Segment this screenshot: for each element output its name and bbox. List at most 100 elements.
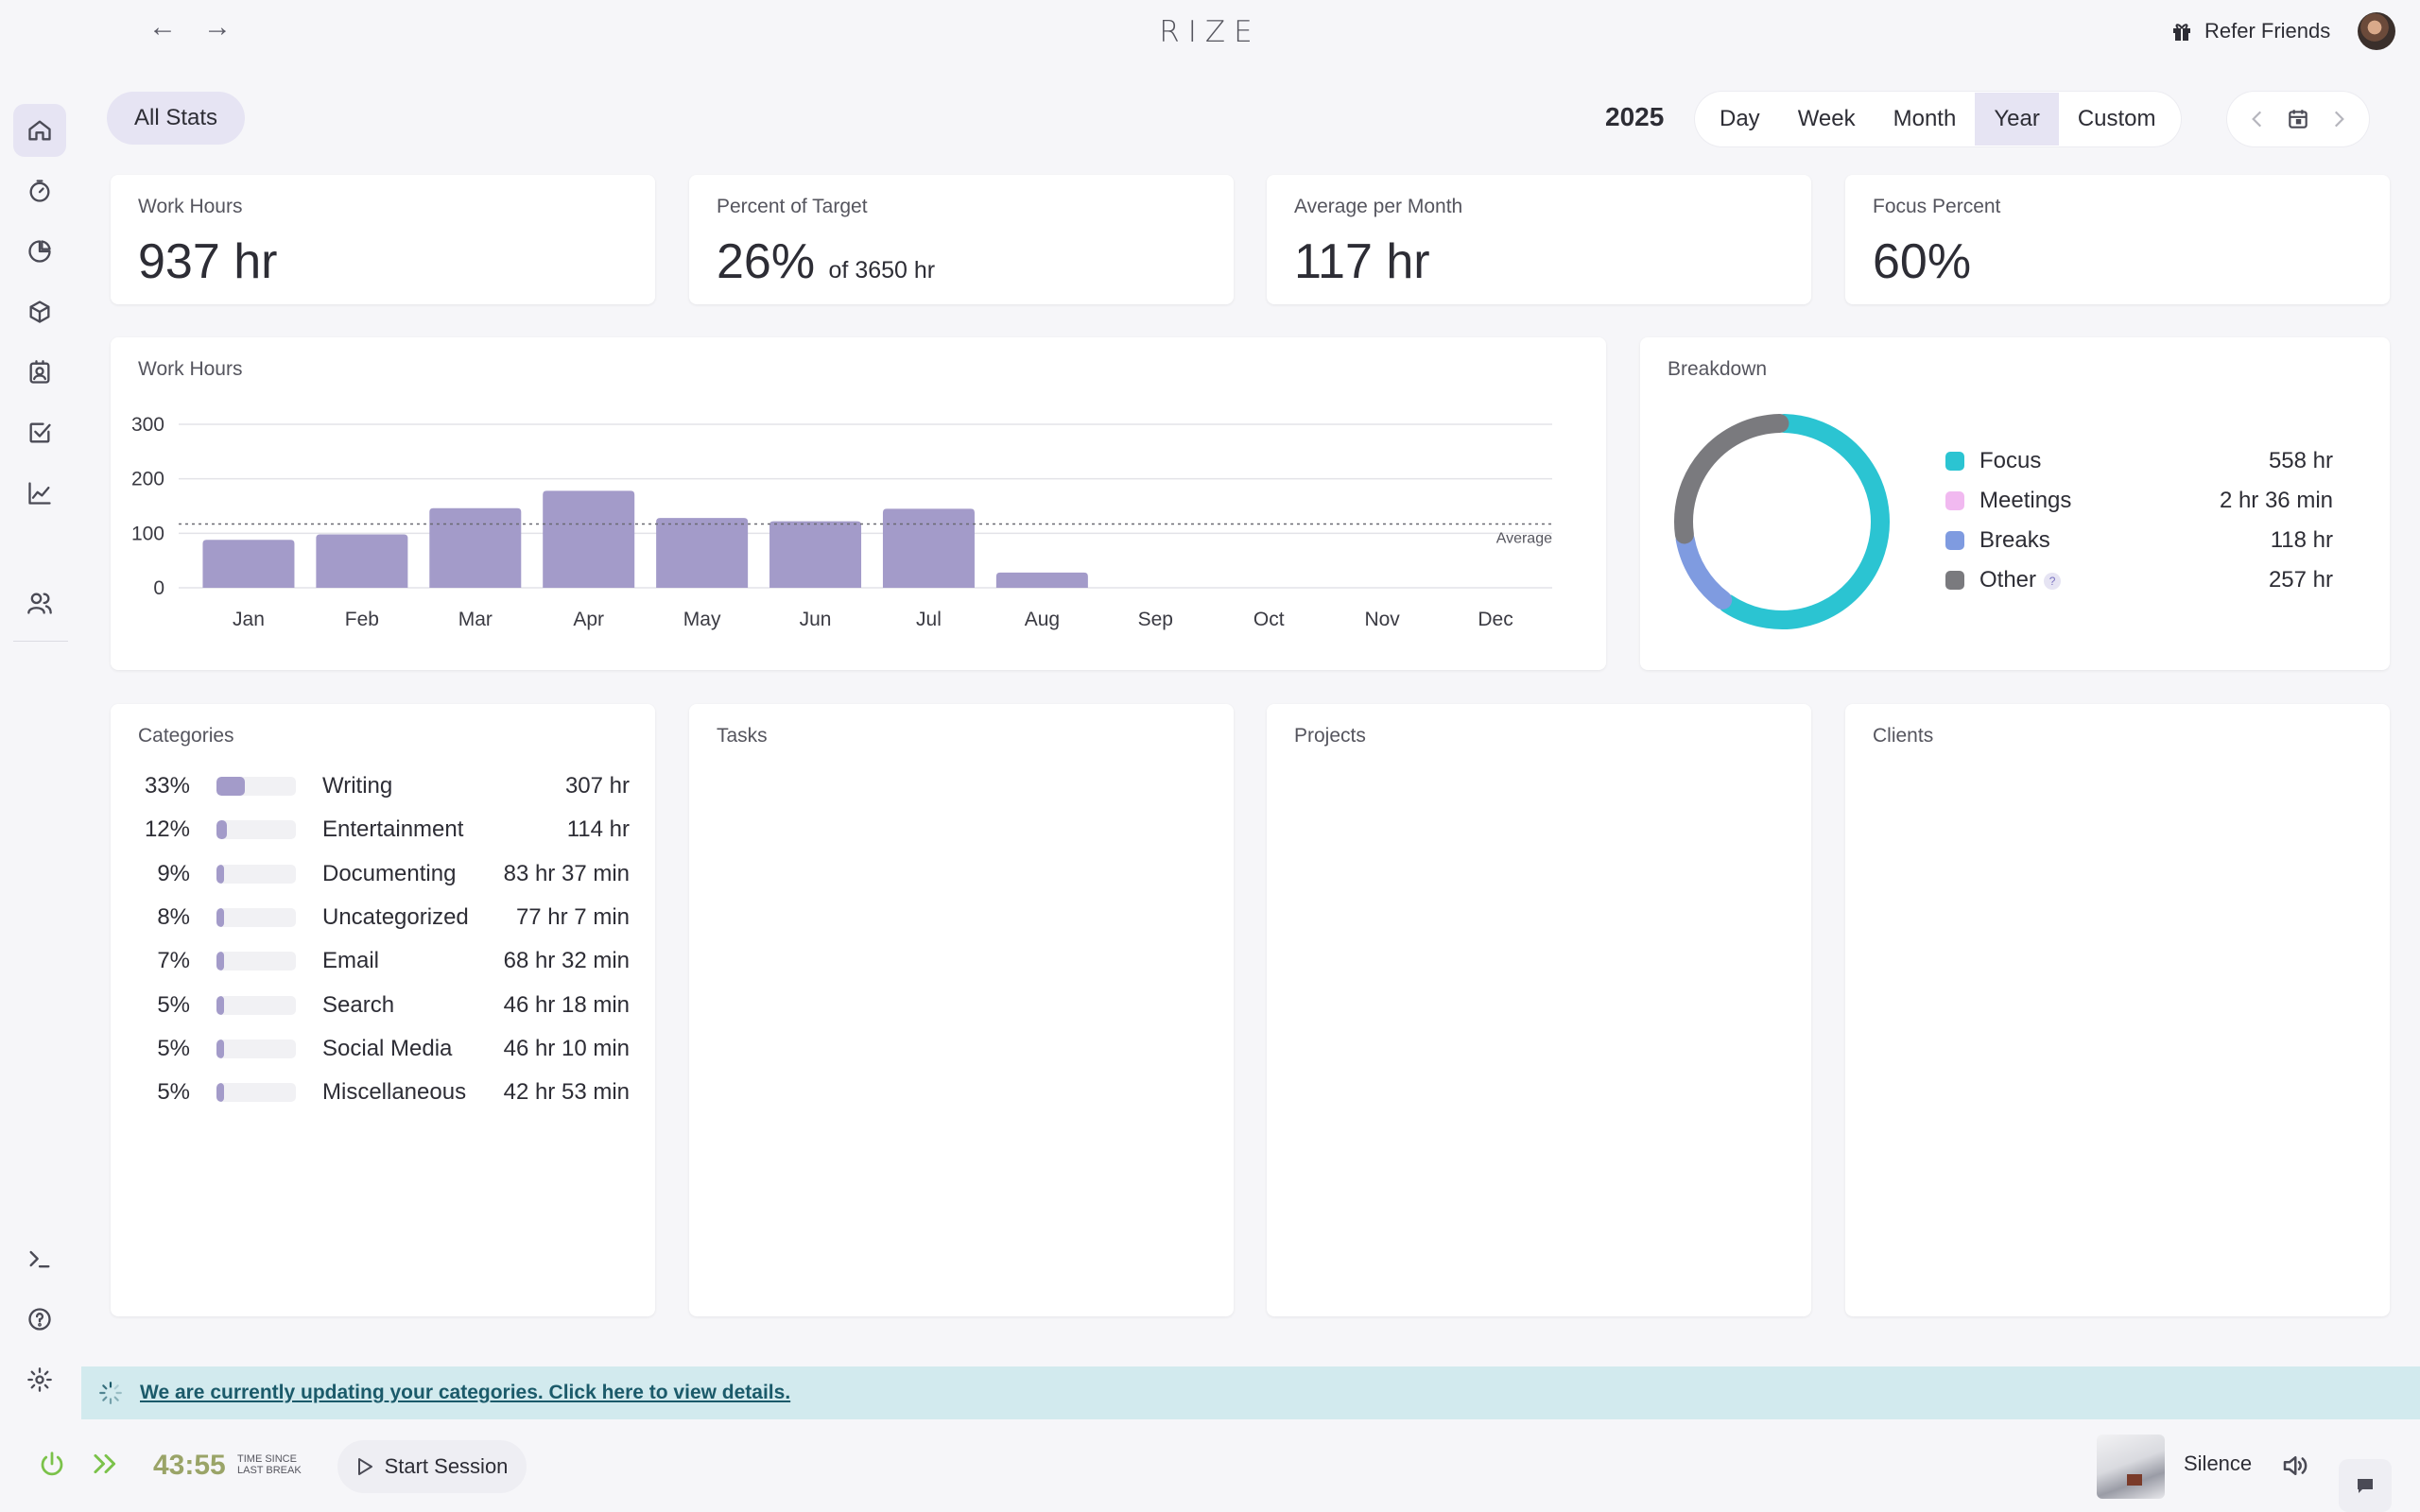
stat-card-focus-percent: Focus Percent 60% bbox=[1845, 175, 2390, 304]
music-thumbnail[interactable] bbox=[2097, 1435, 2165, 1499]
category-row[interactable]: 5% Search 46 hr 18 min bbox=[138, 987, 630, 1024]
stat-number: 937 hr bbox=[138, 234, 278, 289]
bar-jul[interactable] bbox=[882, 508, 975, 588]
tab-year[interactable]: Year bbox=[1975, 93, 2059, 146]
sidebar-item-projects[interactable] bbox=[13, 285, 66, 338]
donut-segment-focus[interactable] bbox=[1718, 414, 1890, 629]
donut-segment-breaks[interactable] bbox=[1675, 529, 1733, 610]
start-session-button[interactable]: Start Session bbox=[337, 1440, 527, 1493]
category-value: 42 hr 53 min bbox=[503, 1079, 630, 1106]
category-progress-fill bbox=[216, 1039, 224, 1058]
y-tick-label: 300 bbox=[131, 414, 164, 436]
next-period-button[interactable] bbox=[2322, 102, 2356, 136]
tab-custom[interactable]: Custom bbox=[2077, 106, 2156, 131]
donut-segment-other[interactable] bbox=[1674, 414, 1789, 544]
breakdown-title: Breakdown bbox=[1668, 358, 1768, 380]
x-tick-label: May bbox=[683, 609, 721, 630]
bar-aug[interactable] bbox=[995, 572, 1088, 588]
back-arrow-icon[interactable]: ← bbox=[148, 11, 177, 43]
category-percent: 8% bbox=[157, 903, 190, 930]
help-badge-icon[interactable]: ? bbox=[2044, 572, 2062, 590]
category-progress-fill bbox=[216, 777, 245, 796]
stat-card-percent-of-target: Percent of Target 26% of 3650 hr bbox=[689, 175, 1234, 304]
category-progress-fill bbox=[216, 995, 224, 1015]
category-row[interactable]: 8% Uncategorized 77 hr 7 min bbox=[138, 899, 630, 936]
category-progress-fill bbox=[216, 952, 224, 971]
category-row[interactable]: 33% Writing 307 hr bbox=[138, 767, 630, 805]
play-icon bbox=[357, 1458, 372, 1475]
chat-button[interactable] bbox=[2339, 1459, 2392, 1512]
category-progress-fill bbox=[216, 907, 224, 927]
banner-link[interactable]: We are currently updating your categorie… bbox=[140, 1382, 791, 1403]
sidebar-item-clients[interactable] bbox=[13, 346, 66, 399]
y-tick-label: 0 bbox=[153, 577, 164, 599]
category-row[interactable]: 12% Entertainment 114 hr bbox=[138, 811, 630, 849]
breakdown-donut-chart bbox=[1674, 414, 1890, 629]
tab-week[interactable]: Week bbox=[1797, 106, 1856, 131]
stat-number: 60% bbox=[1873, 234, 1972, 289]
sidebar-item-reports[interactable] bbox=[13, 225, 66, 278]
sidebar-item-analytics[interactable] bbox=[13, 467, 66, 520]
calendar-button[interactable] bbox=[2281, 102, 2315, 136]
chevron-right-icon bbox=[2335, 111, 2345, 128]
category-value: 46 hr 10 min bbox=[503, 1035, 630, 1061]
sidebar-item-settings[interactable] bbox=[13, 1353, 66, 1406]
category-percent: 12% bbox=[144, 816, 190, 843]
bar-jun[interactable] bbox=[769, 521, 862, 588]
category-name: Social Media bbox=[322, 1035, 453, 1061]
tab-month[interactable]: Month bbox=[1893, 106, 1957, 131]
users-icon bbox=[27, 593, 52, 614]
forward-arrow-icon[interactable]: → bbox=[203, 11, 232, 43]
stat-card-work-hours: Work Hours 937 hr bbox=[111, 175, 655, 304]
legend-label: Focus bbox=[1979, 448, 2042, 473]
category-row[interactable]: 9% Documenting 83 hr 37 min bbox=[138, 855, 630, 893]
legend-label: Breaks bbox=[1979, 527, 2050, 553]
sidebar-item-team[interactable] bbox=[13, 576, 66, 629]
category-name: Uncategorized bbox=[322, 903, 469, 930]
timer-icon bbox=[29, 180, 50, 202]
stat-number: 117 hr bbox=[1294, 234, 1430, 289]
sidebar-item-home[interactable] bbox=[13, 104, 66, 157]
sidebar-item-terminal[interactable] bbox=[13, 1232, 66, 1285]
power-icon[interactable] bbox=[38, 1450, 66, 1478]
x-tick-label: Dec bbox=[1478, 609, 1512, 630]
category-row[interactable]: 7% Email 68 hr 32 min bbox=[138, 942, 630, 980]
stat-number: 26% bbox=[717, 234, 816, 289]
sidebar-item-tasks[interactable] bbox=[13, 406, 66, 459]
bar-feb[interactable] bbox=[316, 534, 408, 588]
x-tick-label: Mar bbox=[458, 609, 493, 630]
legend-value: 2 hr 36 min bbox=[2219, 488, 2333, 513]
category-row[interactable]: 5% Social Media 46 hr 10 min bbox=[138, 1030, 630, 1068]
categories-card: Categories 33% Writing 307 hr 12% Entertainm… bbox=[111, 704, 655, 1316]
categories-title: Categories bbox=[138, 725, 234, 747]
checkbox-icon bbox=[29, 422, 51, 443]
all-stats-button[interactable]: All Stats bbox=[107, 92, 245, 145]
legend-label: Other? bbox=[1979, 567, 2269, 593]
bar-jan[interactable] bbox=[202, 540, 295, 588]
category-progress-bar bbox=[216, 907, 296, 927]
bar-may[interactable] bbox=[656, 518, 749, 588]
sidebar-item-timer[interactable] bbox=[13, 164, 66, 217]
bar-mar[interactable] bbox=[429, 507, 522, 588]
legend-label: Meetings bbox=[1979, 488, 2072, 513]
music-label: Silence bbox=[2184, 1452, 2253, 1475]
legend-row-other: Other? 257 hr bbox=[1945, 561, 2333, 599]
chart-title: Work Hours bbox=[138, 358, 243, 380]
bar-apr[interactable] bbox=[543, 490, 635, 588]
category-name: Email bbox=[322, 948, 380, 974]
refer-friends-button[interactable]: Refer Friends bbox=[2170, 19, 2330, 43]
category-percent: 5% bbox=[157, 1035, 190, 1061]
tab-day[interactable]: Day bbox=[1720, 106, 1760, 131]
category-row[interactable]: 5% Miscellaneous 42 hr 53 min bbox=[138, 1074, 630, 1111]
bottom-bar: 43:55 TIME SINCE LAST BREAK Start Sessio… bbox=[0, 1419, 2420, 1512]
category-name: Writing bbox=[322, 773, 393, 799]
fast-forward-icon[interactable] bbox=[91, 1450, 121, 1478]
stat-card-average-per-month: Average per Month 117 hr bbox=[1267, 175, 1811, 304]
previous-period-button[interactable] bbox=[2240, 102, 2274, 136]
work-hours-chart-card: Work Hours 0 100 200 300 Jan Feb Mar Apr May Jun J… bbox=[111, 337, 1606, 670]
category-percent: 5% bbox=[157, 1079, 190, 1106]
category-percent: 7% bbox=[157, 948, 190, 974]
avatar[interactable] bbox=[2358, 12, 2395, 50]
volume-icon[interactable] bbox=[2280, 1452, 2308, 1480]
sidebar-item-help[interactable] bbox=[13, 1293, 66, 1346]
